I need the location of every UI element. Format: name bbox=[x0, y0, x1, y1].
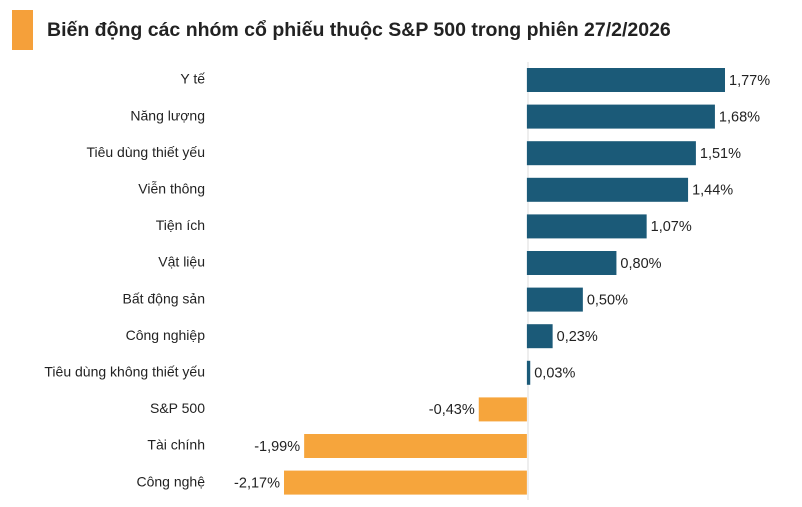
bar bbox=[526, 141, 696, 166]
value-label: -2,17% bbox=[234, 475, 280, 491]
category-label: Bất động sản bbox=[122, 290, 205, 306]
category-label: Công nghệ bbox=[136, 473, 205, 489]
bar bbox=[478, 397, 527, 422]
category-label: Tiêu dùng không thiết yếu bbox=[44, 364, 205, 380]
bar bbox=[526, 68, 725, 92]
value-label: 0,23% bbox=[557, 329, 598, 345]
bar bbox=[526, 104, 715, 129]
value-label: 1,07% bbox=[651, 219, 692, 235]
value-label: 0,03% bbox=[534, 366, 575, 382]
bar bbox=[526, 251, 617, 275]
value-label: -1,99% bbox=[254, 439, 300, 455]
value-label: 1,68% bbox=[719, 109, 760, 125]
category-label: Tài chính bbox=[147, 437, 205, 453]
bar bbox=[526, 360, 531, 385]
category-label: Vật liệu bbox=[158, 254, 205, 270]
value-label: -0,43% bbox=[429, 402, 475, 418]
category-label: Y tế bbox=[180, 71, 205, 87]
category-label: Tiện ích bbox=[156, 217, 205, 233]
value-label: 1,44% bbox=[692, 183, 733, 199]
title-marker bbox=[12, 10, 33, 50]
category-label: Tiêu dùng thiết yếu bbox=[86, 144, 205, 160]
category-label: S&P 500 bbox=[150, 400, 205, 416]
value-label: 1,77% bbox=[729, 73, 770, 89]
value-label: 0,50% bbox=[587, 292, 628, 308]
value-label: 1,51% bbox=[700, 146, 741, 162]
bar bbox=[526, 177, 689, 202]
bar bbox=[526, 287, 583, 312]
bar bbox=[284, 470, 527, 495]
category-label: Viễn thông bbox=[138, 181, 205, 197]
bar bbox=[304, 434, 527, 458]
category-label: Công nghiệp bbox=[126, 327, 206, 343]
bar bbox=[526, 324, 553, 349]
chart-title: Biến động các nhóm cổ phiếu thuộc S&P 50… bbox=[47, 19, 671, 41]
bar bbox=[526, 214, 647, 239]
category-label: Năng lượng bbox=[130, 107, 205, 123]
value-label: 0,80% bbox=[620, 256, 661, 272]
